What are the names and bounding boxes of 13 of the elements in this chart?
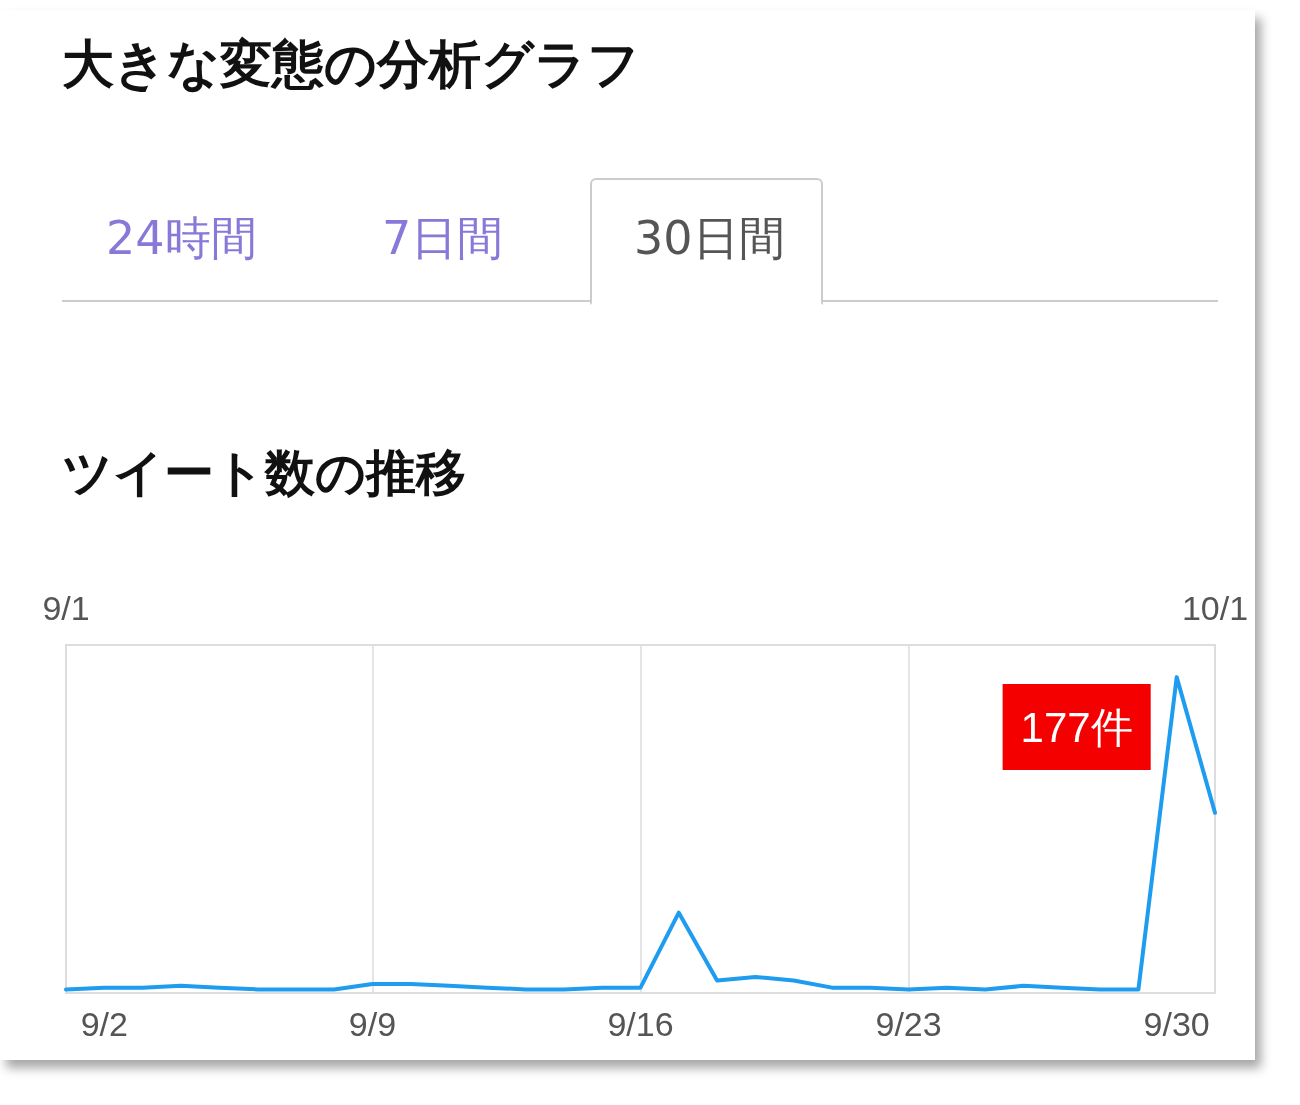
x-tick-label: 9/2 xyxy=(80,1005,128,1043)
chart-subtitle: ツイート数の推移 xyxy=(62,443,466,504)
data-label: 177件 xyxy=(1020,703,1133,751)
x2-tick-label: 9/1 xyxy=(42,589,90,627)
text: 24時間 xyxy=(106,210,257,267)
x-tick-label: 9/16 xyxy=(607,1005,674,1043)
x-tick-label: 9/9 xyxy=(348,1005,397,1043)
chart-title: 大きな変態の分析グラフ xyxy=(62,33,640,96)
text: 7日間 xyxy=(382,210,504,267)
x-tick-label: 9/30 xyxy=(1143,1005,1210,1043)
x-tick-label: 9/23 xyxy=(875,1005,942,1043)
text: 30日間 xyxy=(590,178,823,305)
x2-tick-label: 10/1 xyxy=(1181,589,1249,627)
